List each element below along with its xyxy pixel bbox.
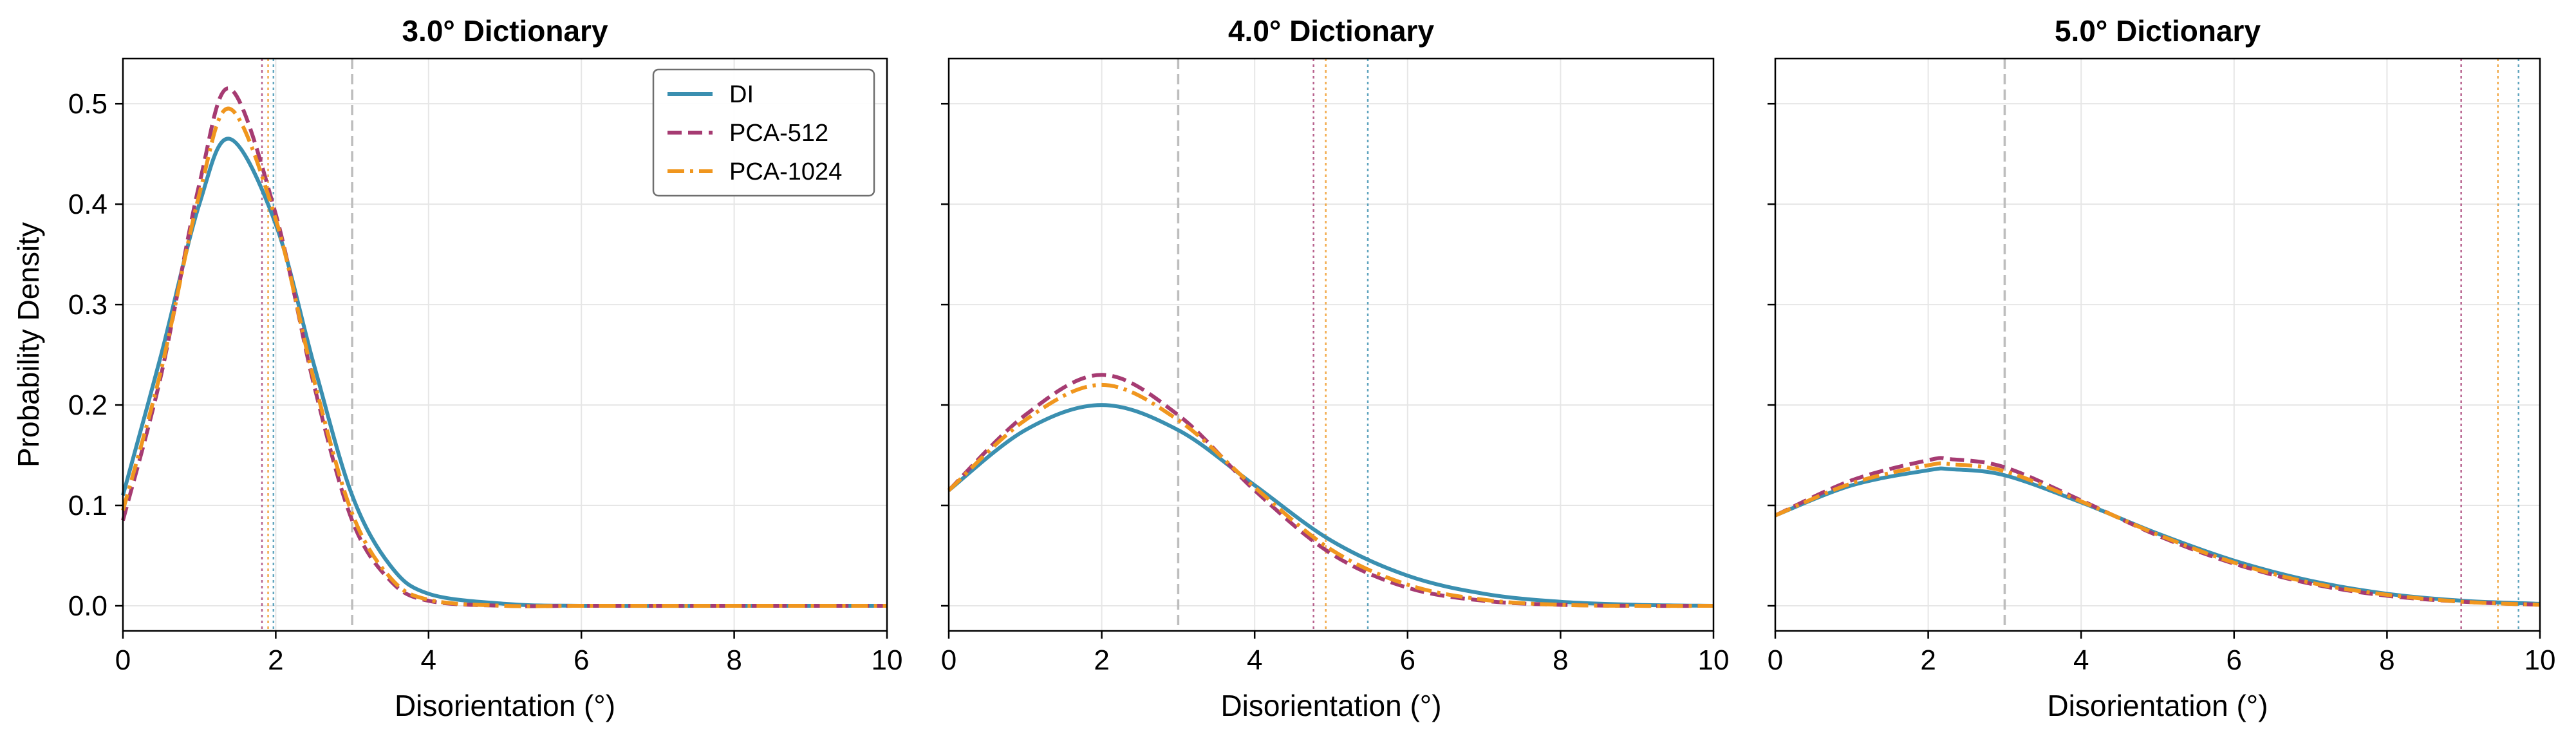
series-line-pca-512: [1774, 456, 2541, 607]
x-tick-label: 10: [872, 644, 903, 676]
series-line-pca-512: [947, 373, 1714, 608]
x-tick-label: 8: [2379, 644, 2394, 676]
x-axis-label: Disorientation (°): [395, 689, 615, 722]
panel-title: 5.0° Dictionary: [2055, 14, 2261, 48]
x-tick-label: 2: [268, 644, 283, 676]
axes-frame: [1774, 57, 2541, 632]
y-tick-label: 0.0: [68, 590, 107, 622]
x-tick-label: 6: [2226, 644, 2242, 676]
legend-label: DI: [729, 81, 754, 108]
x-tick-label: 6: [1400, 644, 1415, 676]
legend: DI PCA-512 PCA-1024: [652, 68, 875, 197]
x-tick-label: 8: [726, 644, 742, 676]
x-tick-label: 8: [1553, 644, 1568, 676]
series-line-di: [947, 403, 1714, 608]
x-tick-label: 0: [941, 644, 957, 676]
grid: [1775, 59, 2541, 631]
grid: [948, 59, 1714, 631]
series-line-pca-1024: [947, 382, 1714, 608]
panel-title: 3.0° Dictionary: [402, 14, 608, 48]
x-tick-label: 2: [1094, 644, 1109, 676]
x-tick-label: 10: [2525, 644, 2556, 676]
x-tick-label: 4: [421, 644, 436, 676]
axes-frame: [122, 57, 888, 632]
y-tick-label: 0.4: [68, 189, 107, 220]
x-tick-label: 0: [115, 644, 131, 676]
panel-3: 0 2 4 6 8 10 5.0° Dictionary Disorientation (°): [1768, 14, 2556, 722]
x-axis-label: Disorientation (°): [1220, 689, 1441, 722]
x-tick-label: 4: [2073, 644, 2089, 676]
x-tick-label: 4: [1247, 644, 1262, 676]
panel-1: 0 2 4 6 8 10 0.0 0.1 0.2 0.3 0.4 0.5 3.0° Dictionary…: [12, 14, 902, 722]
panels: 0 2 4 6 8 10 0.0 0.1 0.2 0.3 0.4 0.5 3.0° Dictionary…: [12, 14, 2555, 722]
x-tick-label: 10: [1698, 644, 1730, 676]
panel-2: 0 2 4 6 8 10 4.0° Dictionary Disorientation (°): [941, 14, 1730, 722]
legend-label: PCA-512: [729, 120, 828, 147]
y-tick-label: 0.3: [68, 289, 107, 321]
legend-label: PCA-1024: [729, 158, 842, 185]
legend-frame: [652, 68, 875, 197]
y-axis-label: Probability Density: [12, 222, 45, 467]
y-tick-label: 0.1: [68, 490, 107, 521]
x-axis-label: Disorientation (°): [2047, 689, 2268, 722]
series-line-di: [121, 136, 887, 608]
series-line-pca-1024: [121, 106, 887, 608]
x-tick-label: 6: [574, 644, 589, 676]
y-tick-label: 0.2: [68, 389, 107, 421]
x-tick-label: 2: [1920, 644, 1936, 676]
series-line-di: [1774, 466, 2541, 606]
panel-title: 4.0° Dictionary: [1228, 14, 1434, 48]
x-tick-label: 0: [1768, 644, 1783, 676]
y-tick-label: 0.5: [68, 88, 107, 120]
axes-frame: [947, 57, 1715, 632]
